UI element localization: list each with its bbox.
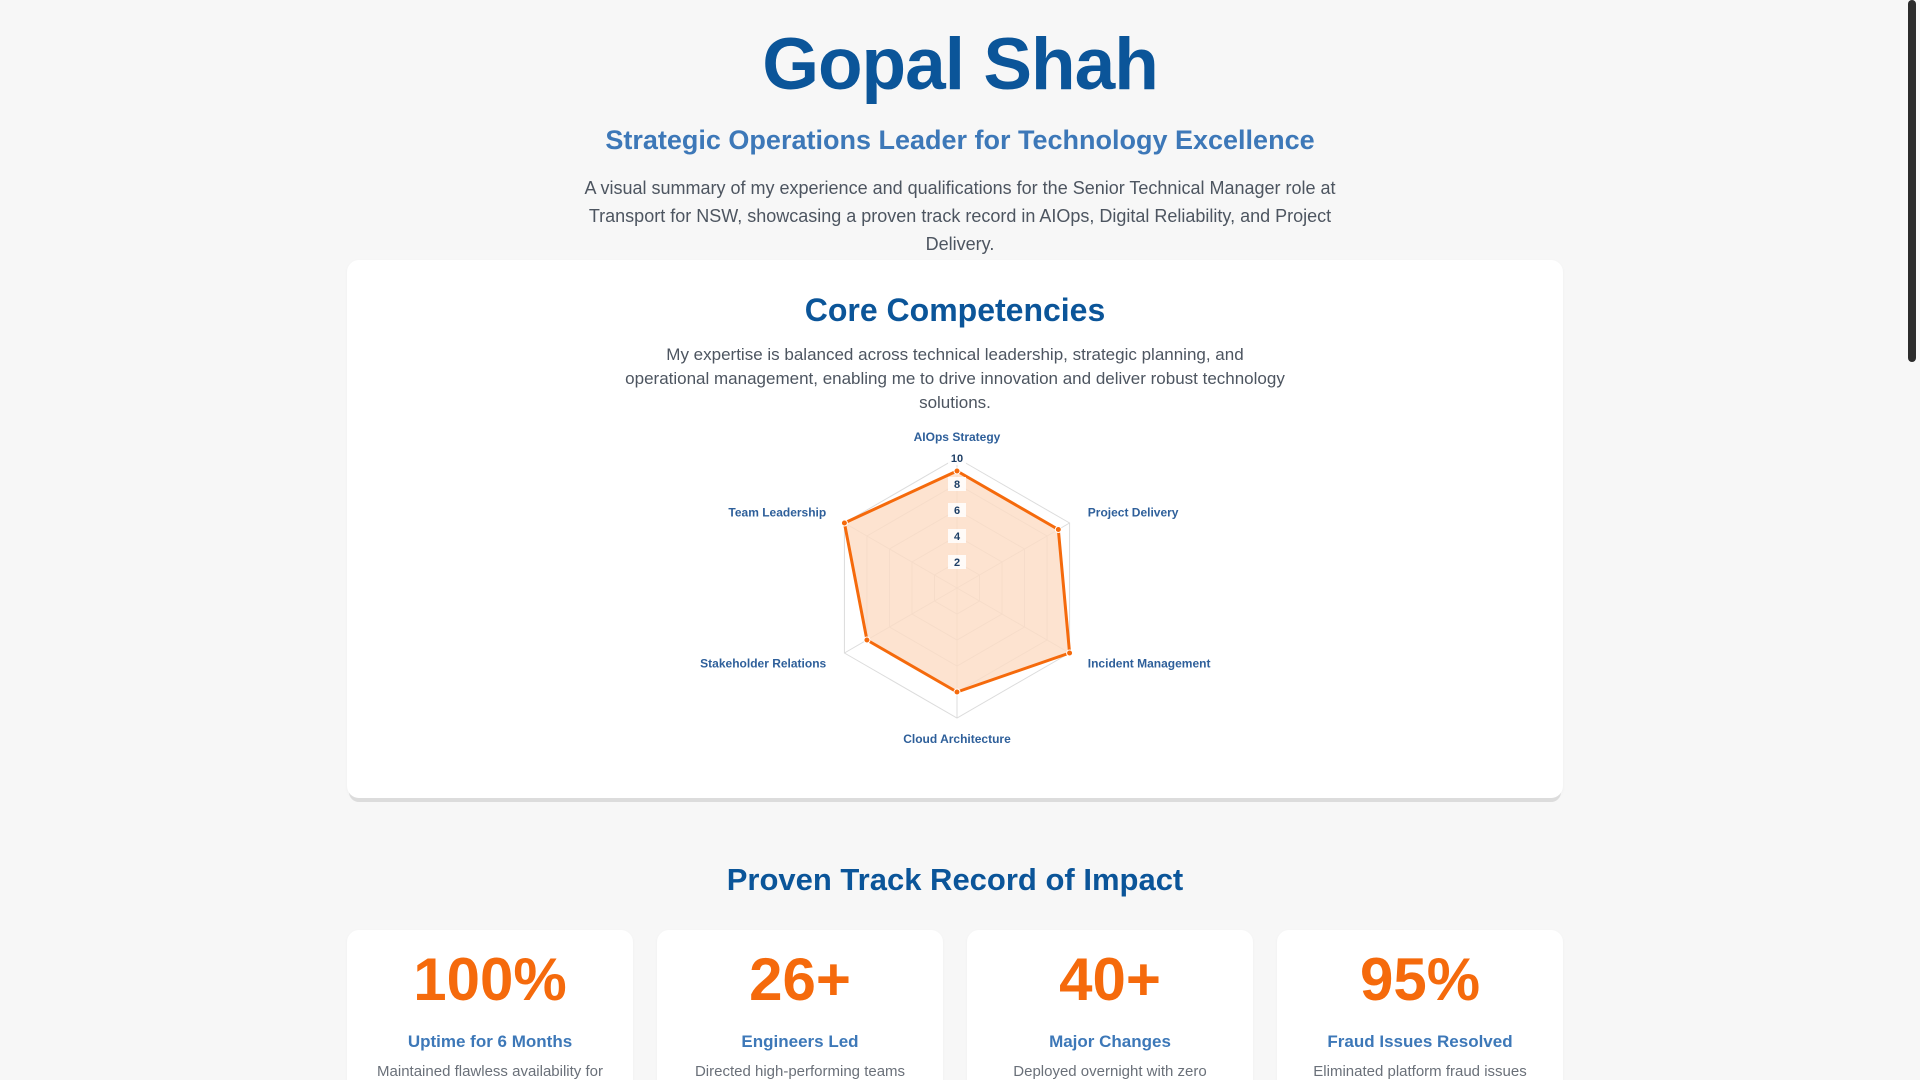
stat-value: 40+ <box>1059 946 1161 1013</box>
stat-description: Directed high-performing teams toward bu… <box>694 1063 906 1080</box>
stat-label: Major Changes <box>1049 1032 1171 1051</box>
page-scrollbar[interactable] <box>1908 0 1916 362</box>
impact-title: Proven Track Record of Impact <box>726 862 1184 897</box>
stat-label: Fraud Issues Resolved <box>1327 1032 1513 1051</box>
profile-name: Gopal Shah <box>762 24 1159 105</box>
radar-axis-label: Project Delivery <box>1088 506 1179 520</box>
radar-tick-label: 4 <box>954 531 961 543</box>
profile-tagline: Strategic Operations Leader for Technolo… <box>605 125 1315 155</box>
stat-value: 26+ <box>749 946 851 1013</box>
radar-data-point <box>863 636 871 644</box>
stat-description: Deployed overnight with zero downtime fo… <box>1008 1063 1212 1080</box>
competency-radar-chart: 2 4 6 8 10 AIOps Strategy Project Delivery Inci… <box>700 430 1211 746</box>
profile-header: Gopal Shah Strategic Operations Leader f… <box>0 0 1920 258</box>
competencies-title: Core Competencies <box>804 292 1106 328</box>
radar-tick-label-bg <box>948 555 966 569</box>
radar-tick-label-bg <box>948 451 966 465</box>
radar-data-point <box>1054 526 1062 533</box>
radar-axis-label: Stakeholder Relations <box>700 657 826 671</box>
core-competencies-card: Core Competencies My expertise is balanc… <box>347 260 1563 798</box>
radar-data-point <box>1066 649 1074 657</box>
stat-label: Uptime for 6 Months <box>407 1032 573 1051</box>
stat-label: Engineers Led <box>741 1032 859 1051</box>
radar-tick-label: 8 <box>954 479 960 491</box>
stat-card: 95% Fraud Issues Resolved Eliminated pla… <box>1277 930 1563 1080</box>
radar-data-point <box>840 519 848 527</box>
stat-card: 100% Uptime for 6 Months Maintained flaw… <box>347 930 633 1080</box>
radar-data-point <box>953 467 961 475</box>
radar-tick-label: 2 <box>954 557 960 569</box>
radar-axis-label: Incident Management <box>1088 657 1211 671</box>
radar-tick-label-bg <box>948 529 966 543</box>
radar-axis-label: AIOps Strategy <box>914 430 1001 444</box>
radar-axis-label: Team Leadership <box>728 506 826 520</box>
radar-data-point <box>953 688 961 696</box>
radar-axis-label: Cloud Architecture <box>903 732 1011 746</box>
stat-card: 40+ Major Changes Deployed overnight wit… <box>967 930 1253 1080</box>
stat-value: 95% <box>1359 946 1481 1013</box>
radar-tick-label: 10 <box>951 453 963 465</box>
radar-tick-label-bg <box>948 477 966 491</box>
stat-description: Maintained flawless availability for the… <box>377 1063 603 1080</box>
stat-description: Eliminated platform fraud issues through… <box>1313 1063 1527 1080</box>
stat-value: 100% <box>413 946 567 1013</box>
profile-intro: A visual summary of my experience and qu… <box>584 178 1336 254</box>
competencies-description: My expertise is balanced across technica… <box>625 345 1285 412</box>
radar-tick-label: 6 <box>954 505 960 517</box>
radar-tick-label-bg <box>948 503 966 517</box>
stat-card: 26+ Engineers Led Directed high-performi… <box>657 930 943 1080</box>
